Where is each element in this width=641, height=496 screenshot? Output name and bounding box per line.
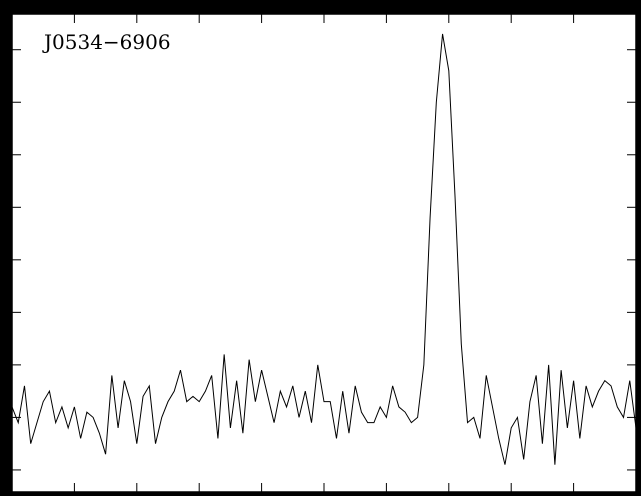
chart-title: J0534−6906 [42, 30, 171, 54]
plot-area [11, 13, 637, 493]
spectrum-line [11, 33, 637, 465]
